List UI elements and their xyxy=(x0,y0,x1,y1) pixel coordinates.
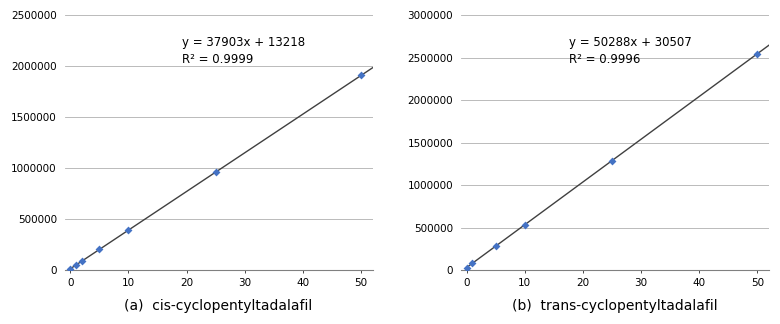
Point xyxy=(751,51,764,56)
Point xyxy=(122,227,135,233)
Point xyxy=(70,262,83,268)
Point xyxy=(355,73,367,78)
X-axis label: (a)  cis-cyclopentyltadalafil: (a) cis-cyclopentyltadalafil xyxy=(125,299,313,313)
Point xyxy=(64,266,76,272)
Point xyxy=(606,158,619,163)
Point xyxy=(460,265,473,270)
Point xyxy=(519,222,531,227)
Point xyxy=(93,247,105,252)
Point xyxy=(76,259,88,264)
X-axis label: (b)  trans-cyclopentyltadalafil: (b) trans-cyclopentyltadalafil xyxy=(512,299,718,313)
Point xyxy=(489,244,502,249)
Point xyxy=(466,261,479,266)
Text: y = 37903x + 13218
R² = 0.9999: y = 37903x + 13218 R² = 0.9999 xyxy=(182,36,305,65)
Point xyxy=(209,169,222,175)
Text: y = 50288x + 30507
R² = 0.9996: y = 50288x + 30507 R² = 0.9996 xyxy=(569,36,691,65)
